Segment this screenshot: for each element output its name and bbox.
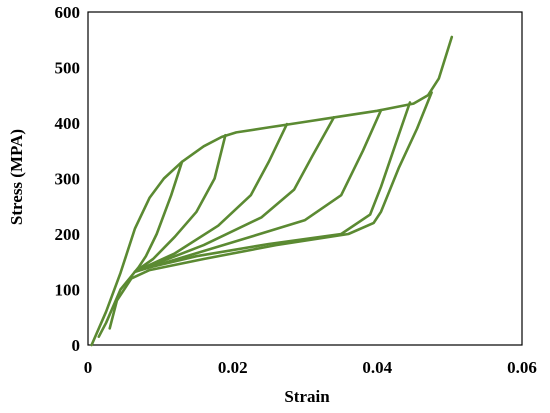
plot-frame <box>87 11 523 346</box>
y-tick-label: 300 <box>55 170 81 189</box>
y-axis-title: Stress (MPA) <box>7 129 26 225</box>
series-line-1 <box>90 35 454 347</box>
series-line-4 <box>133 122 289 274</box>
x-axis-ticks: 0 0.02 0.04 0.06 <box>84 358 537 377</box>
series-line-5 <box>133 116 336 274</box>
x-axis-title: Strain <box>284 387 330 406</box>
y-axis-ticks: 0 100 200 300 400 500 600 <box>55 3 81 355</box>
x-tick-label: 0.04 <box>362 358 392 377</box>
y-tick-label: 600 <box>55 3 81 22</box>
y-tick-label: 200 <box>55 225 81 244</box>
y-tick-label: 500 <box>55 59 81 78</box>
plot-area <box>87 11 523 347</box>
series-line-8 <box>108 91 433 330</box>
y-tick-label: 400 <box>55 114 81 133</box>
x-tick-label: 0.02 <box>218 358 248 377</box>
y-tick-label: 0 <box>72 336 81 355</box>
x-tick-label: 0.06 <box>507 358 537 377</box>
series-line-3 <box>133 133 227 274</box>
series-line-6 <box>133 108 383 274</box>
y-tick-label: 100 <box>55 281 81 300</box>
series-line-7 <box>97 101 412 339</box>
x-tick-label: 0 <box>84 358 93 377</box>
